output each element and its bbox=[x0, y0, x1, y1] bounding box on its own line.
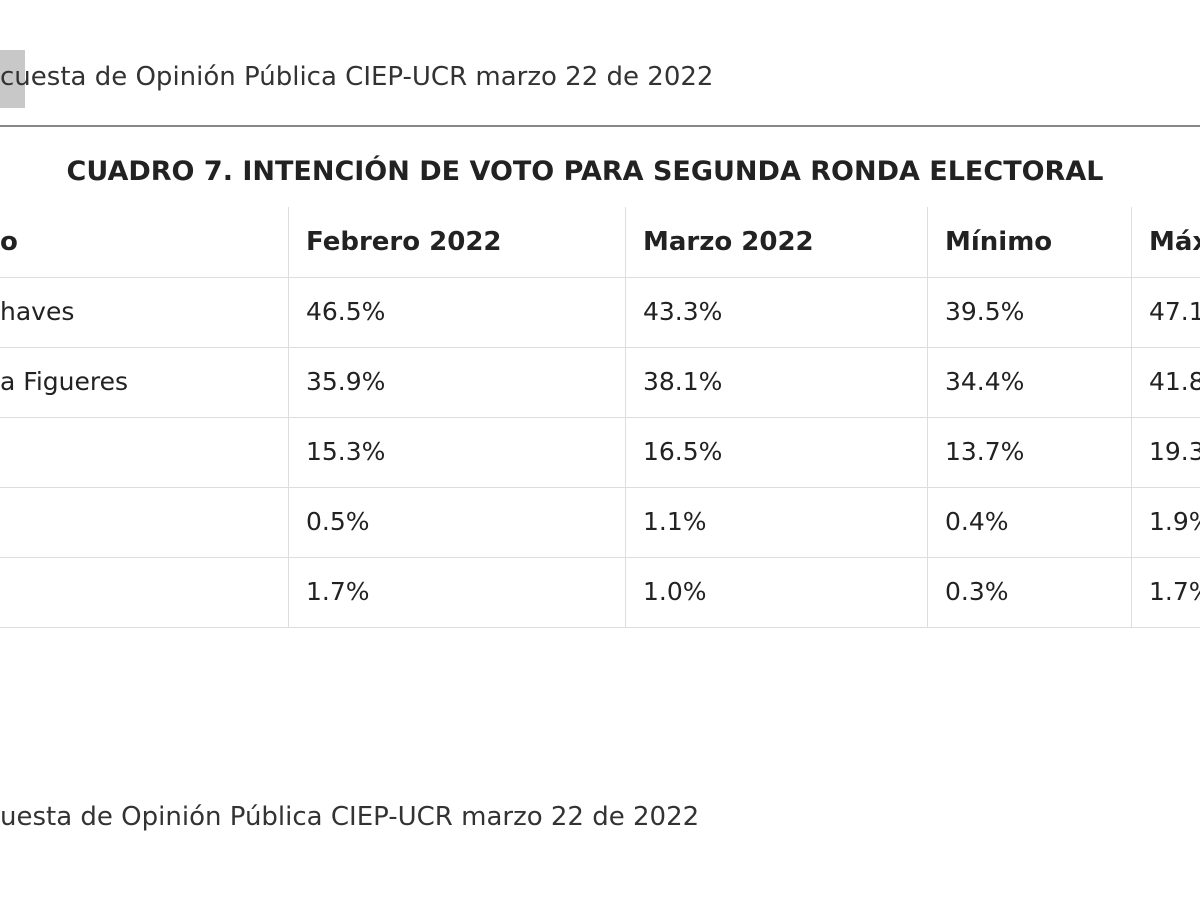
table-title: CUADRO 7. INTENCIÓN DE VOTO PARA SEGUNDA… bbox=[66, 156, 1104, 187]
cell: 1.9% bbox=[1149, 507, 1200, 536]
row-line bbox=[0, 557, 1200, 558]
cell: 16.5% bbox=[643, 437, 723, 466]
cell: 1.7% bbox=[1149, 577, 1200, 606]
header-cell: Marzo 2022 bbox=[643, 227, 814, 257]
cell: 35.9% bbox=[306, 367, 386, 396]
header-cell: Mínimo bbox=[945, 227, 1053, 257]
cell: haves bbox=[0, 297, 75, 326]
cell: 38.1% bbox=[643, 367, 723, 396]
cell: a Figueres bbox=[0, 367, 129, 396]
cell: 0.5% bbox=[306, 507, 370, 536]
cell: 39.5% bbox=[945, 297, 1025, 326]
row-line bbox=[0, 627, 1200, 628]
cell: 0.3% bbox=[945, 577, 1009, 606]
rule bbox=[0, 125, 1200, 127]
selection-highlight bbox=[0, 50, 25, 108]
cell: 1.0% bbox=[643, 577, 707, 606]
cell: 34.4% bbox=[945, 367, 1025, 396]
header-cell: o bbox=[0, 227, 18, 257]
cell: 0.4% bbox=[945, 507, 1009, 536]
cell: 1.1% bbox=[643, 507, 707, 536]
cell: 43.3% bbox=[643, 297, 723, 326]
header-cell: Febrero 2022 bbox=[306, 227, 502, 257]
row-line bbox=[0, 277, 1200, 278]
row-line bbox=[0, 347, 1200, 348]
cell: 13.7% bbox=[945, 437, 1025, 466]
cell: 46.5% bbox=[306, 297, 386, 326]
row-line bbox=[0, 487, 1200, 488]
cell: 19.3 bbox=[1149, 437, 1200, 466]
cell: 15.3% bbox=[306, 437, 386, 466]
source-top: cuesta de Opinión Pública CIEP-UCR marzo… bbox=[0, 62, 714, 92]
row-line bbox=[0, 417, 1200, 418]
cell: 41.8 bbox=[1149, 367, 1200, 396]
header-cell: Máx bbox=[1149, 227, 1200, 257]
cell: 1.7% bbox=[306, 577, 370, 606]
source-bottom: uesta de Opinión Pública CIEP-UCR marzo … bbox=[0, 802, 700, 832]
cell: 47.1 bbox=[1149, 297, 1200, 326]
